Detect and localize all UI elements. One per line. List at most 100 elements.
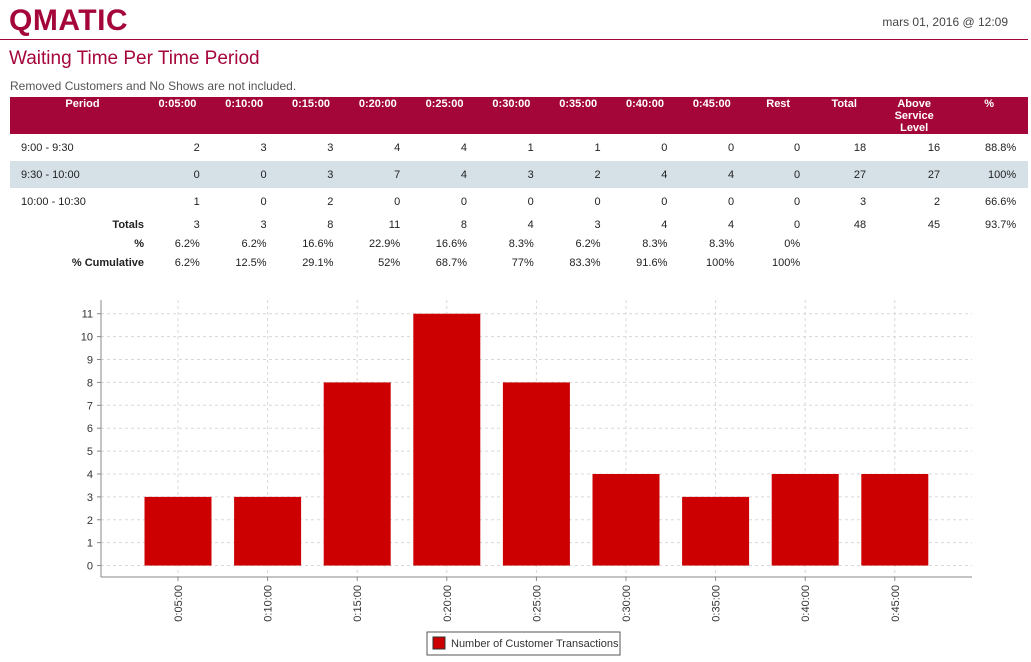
x-tick-label: 0:30:00 [621,585,633,622]
totals-cell: 3 [594,218,601,231]
data-cell: 66.6% [984,195,1017,208]
totals-cell: 6.2% [174,237,200,250]
data-cell: 4 [422,161,489,188]
y-tick-label: 7 [87,400,93,412]
data-cell: 16 [927,141,941,154]
totals-cell: 0% [784,237,801,250]
totals-row: % Cumulative 6.2% 12.5% 29.1% 52% 68.7% 77% 83.… [10,253,1028,272]
data-cell: 3 [488,161,556,188]
totals-cell: 22.9% [368,237,401,250]
x-tick-label: 0:40:00 [800,585,812,622]
totals-cell: 8.3% [642,237,668,250]
totals-label: Totals [112,218,144,231]
column-header: Above Service Level [888,97,963,134]
x-tick-label: 0:25:00 [531,585,543,622]
data-cell: 0 [756,161,823,188]
bar [144,496,212,566]
column-header: 0:40:00 [622,97,690,134]
y-tick-label: 9 [87,355,93,367]
table-row: 9:30 - 10:00 0 0 3 7 4 3 2 4 4 0 27 27 100% [10,161,1029,188]
period-cell: 9:30 - 10:00 [10,161,155,188]
data-cell: 1 [193,195,200,208]
report-note: Removed Customers and No Shows are not i… [10,79,297,93]
column-header: 0:15:00 [288,97,356,134]
x-tick-label: 0:05:00 [173,585,185,622]
column-header: Total [822,97,889,134]
empty-cell [962,253,1028,272]
column-header: 0:25:00 [422,97,489,134]
data-cell: 0 [527,195,534,208]
data-cell: 0 [728,195,735,208]
header-rule [0,39,1028,40]
data-cell: 4 [394,141,401,154]
data-cell: 0 [661,195,668,208]
y-tick-label: 5 [87,446,93,458]
empty-cell [822,234,888,253]
data-cell: 7 [355,161,423,188]
column-header: 0:35:00 [555,97,623,134]
column-header: 0:10:00 [221,97,289,134]
totals-cell: 29.1% [302,256,334,269]
y-tick-label: 4 [87,469,93,481]
totals-cell: 11 [388,218,401,231]
totals-cell: 6.2% [174,256,200,269]
data-cell: 3 [860,195,867,208]
y-tick-label: 10 [81,332,93,344]
timestamp: mars 01, 2016 @ 12:09 [882,15,1008,29]
data-cell: 0 [794,195,801,208]
totals-cell: 12.5% [235,256,267,269]
logo: QMATIC [9,4,129,37]
data-cell: 3 [327,141,334,154]
empty-cell [888,253,962,272]
totals-cell: 16.6% [435,237,467,250]
data-cell: 0 [394,195,401,208]
data-cell: 88.8% [984,141,1017,154]
data-cell: 0 [260,195,267,208]
bar [592,473,660,566]
totals-cell: 16.6% [302,237,334,250]
data-cell: 0 [221,161,289,188]
legend-box [426,631,621,656]
totals-cell: 77% [511,256,534,269]
totals-cell: 4 [661,218,668,231]
totals-cell: 91.6% [636,256,668,269]
data-cell: 3 [288,161,356,188]
totals-cell: 52% [378,256,401,269]
empty-cell [822,253,888,272]
column-header: 0:05:00 [155,97,222,134]
legend-swatch [432,636,446,650]
totals-cell: 4 [527,218,534,231]
data-cell: 0 [728,141,735,154]
totals-cell: 83.3% [569,256,601,269]
totals-label: % Cumulative [71,256,144,269]
data-cell: 1 [527,141,534,154]
data-cell: 27 [822,161,889,188]
chart: 0 1 2 3 4 5 6 7 8 9 10 11 0:05:00 0:10:00 0:15:00 0:20:… [81,300,972,656]
x-tick-label: 0:15:00 [352,585,364,622]
data-cell: 0 [460,195,467,208]
y-tick-label: 6 [87,423,93,435]
totals-cell: 6.2% [241,237,267,250]
y-tick-label: 3 [87,492,93,504]
column-header: Rest [756,97,823,134]
data-cell: 2 [934,195,941,208]
empty-cell [962,234,1028,253]
data-cell: 3 [260,141,267,154]
totals-cell: 8.3% [709,237,735,250]
y-tick-label: 11 [82,309,93,321]
totals-cell: 0 [794,218,801,231]
data-cell: 1 [594,141,601,154]
totals-cell: 93.7% [984,218,1017,231]
empty-cell [888,234,962,253]
y-tick-label: 1 [87,538,93,550]
totals-row: % 6.2% 6.2% 16.6% 22.9% 16.6% 8.3% 6.2% 8.3% 8.3%… [10,234,1028,253]
column-header: 0:20:00 [355,97,423,134]
report-title: Waiting Time Per Time Period [9,48,260,69]
y-tick-label: 8 [87,377,93,389]
totals-cell: 4 [728,218,735,231]
table-row: 10:00 - 10:30 1 0 2 0 0 0 0 0 0 0 3 2 66.6% [10,188,1028,215]
totals-cell: 45 [927,218,941,231]
data-cell: 0 [794,141,801,154]
x-tick-label: 0:10:00 [263,585,275,622]
